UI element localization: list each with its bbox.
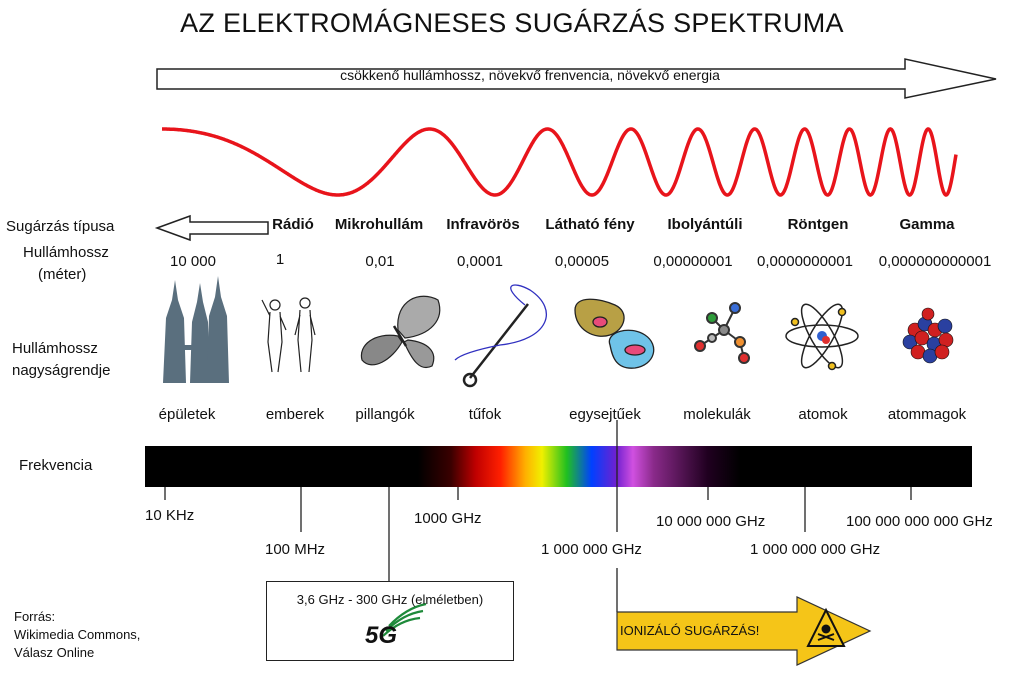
row-label-frequency: Frekvencia bbox=[19, 457, 93, 474]
type-infrared: Infravörös bbox=[446, 216, 520, 233]
object-label: atomok bbox=[798, 406, 848, 423]
source-line: Wikimedia Commons, bbox=[14, 627, 141, 642]
frequency-label: 1 000 000 GHz bbox=[541, 541, 642, 558]
wavelength-value: 0,0000000001 bbox=[757, 253, 853, 270]
object-label: molekulák bbox=[683, 406, 751, 423]
wavelength-value: 0,000000000001 bbox=[878, 253, 992, 270]
wave-line bbox=[162, 127, 958, 197]
frequency-label: 100 MHz bbox=[265, 541, 326, 558]
frequency-label: 1000 GHz bbox=[414, 510, 482, 527]
wavelength-value: 10 000 bbox=[170, 253, 216, 270]
butterfly-icon bbox=[360, 295, 441, 369]
object-label: pillangók bbox=[355, 406, 415, 423]
page-title: AZ ELEKTROMÁGNESES SUGÁRZÁS SPEKTRUMA bbox=[180, 8, 844, 38]
fiveg-logo-arcs bbox=[382, 602, 427, 637]
ionizing-label: IONIZÁLÓ SUGÁRZÁS! bbox=[620, 623, 760, 638]
wavelength-value: 0,01 bbox=[365, 253, 395, 270]
wavelength-value: 1 bbox=[275, 251, 285, 268]
object-label: épületek bbox=[158, 406, 216, 423]
needle-icon bbox=[454, 284, 547, 388]
object-label: atommagok bbox=[887, 406, 967, 423]
object-label: egysejtűek bbox=[569, 406, 641, 423]
skyscrapers-icon bbox=[163, 276, 229, 383]
frequency-label: 100 000 000 000 GHz bbox=[846, 513, 993, 530]
row-label-wavelength-2: (méter) bbox=[38, 266, 87, 283]
ionizing-arrow bbox=[616, 596, 872, 666]
atom-icon bbox=[785, 303, 859, 371]
molecule-icon bbox=[694, 302, 750, 364]
object-label: emberek bbox=[265, 406, 325, 423]
row-label-magnitude-2: nagyságrendje bbox=[12, 362, 111, 379]
frequency-label: 10 000 000 GHz bbox=[656, 513, 766, 530]
source-line: Válasz Online bbox=[14, 645, 95, 660]
row-label-magnitude-1: Hullámhossz bbox=[12, 340, 98, 357]
row-label-type: Sugárzás típusa bbox=[6, 218, 115, 235]
type-xray: Röntgen bbox=[787, 216, 849, 233]
nucleus-icon bbox=[902, 307, 954, 364]
wavelength-value: 0,00000001 bbox=[653, 253, 733, 270]
type-radio: Rádió bbox=[272, 216, 314, 233]
direction-text: csökkenő hullámhossz, növekvő frenvencia… bbox=[340, 67, 720, 83]
type-gamma: Gamma bbox=[899, 216, 955, 233]
radiation-hazard-icon bbox=[806, 607, 846, 647]
row-label-wavelength-1: Hullámhossz bbox=[23, 244, 109, 261]
source-line: Forrás: bbox=[14, 609, 56, 624]
left-arrow bbox=[154, 214, 269, 242]
spectrum-bar bbox=[145, 446, 972, 487]
humans-icon bbox=[261, 297, 316, 373]
wavelength-value: 0,0001 bbox=[457, 253, 503, 270]
type-visible: Látható fény bbox=[545, 216, 635, 233]
direction-arrow bbox=[156, 58, 997, 99]
fiveg-box: 3,6 GHz - 300 GHz (elméletben) 5G bbox=[266, 581, 514, 661]
wavelength-value: 0,00005 bbox=[554, 253, 610, 270]
protozoa-icon bbox=[574, 298, 655, 369]
fiveg-logo: 5G bbox=[365, 622, 398, 649]
frequency-label: 10 KHz bbox=[145, 507, 195, 524]
type-microwave: Mikrohullám bbox=[334, 216, 424, 233]
type-ultraviolet: Ibolyántúli bbox=[667, 216, 743, 233]
frequency-label: 1 000 000 000 GHz bbox=[750, 541, 881, 558]
object-label: tűfok bbox=[468, 406, 502, 423]
source-note: Forrás: Wikimedia Commons, Válasz Online bbox=[14, 608, 140, 662]
fiveg-range: 3,6 GHz - 300 GHz (elméletben) bbox=[296, 592, 484, 607]
frequency-ticks bbox=[164, 420, 912, 581]
